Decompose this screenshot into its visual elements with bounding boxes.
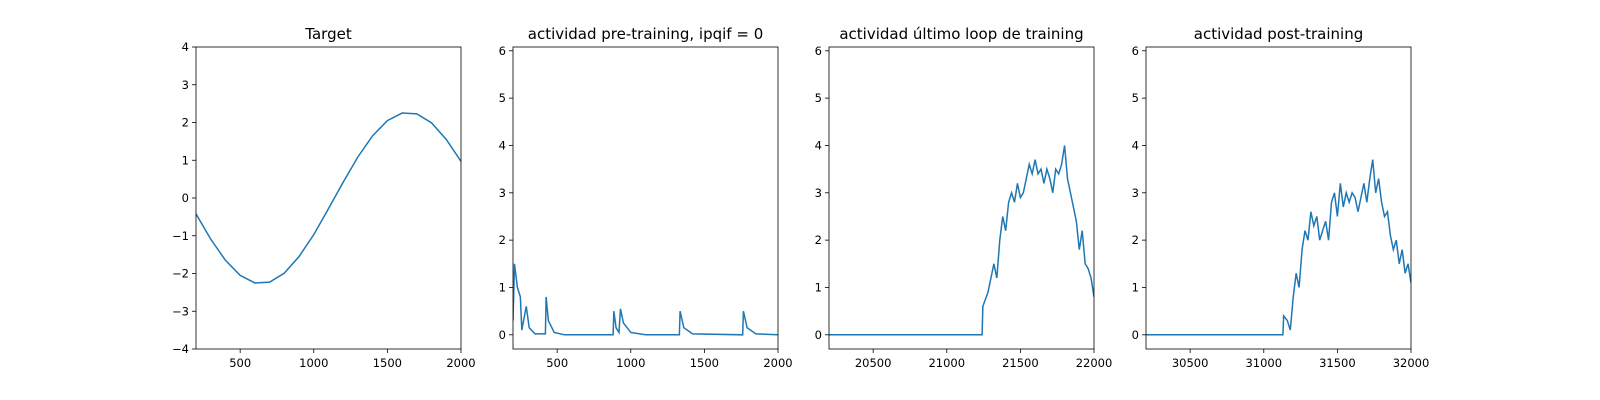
subplot: actividad post-training 0 1 2 3 4 5 6 30500 31000… [1132,25,1430,370]
y-tick-label: 0 [1132,328,1139,342]
y-tick-label: 6 [1132,44,1139,58]
y-tick-label: 1 [1132,280,1139,294]
subplot: Target −4 −3 −2 −1 0 1 2 3 4 500 1000 1500 2000 [172,25,476,370]
y-tick-label: 3 [182,78,189,92]
data-line [829,145,1094,336]
axes-frame [512,46,779,350]
y-tick-label: 1 [815,280,822,294]
x-tick-label: 500 [229,356,251,370]
y-tick-label: 2 [499,233,506,247]
x-tick-label: 32000 [1393,356,1430,370]
data-line [513,263,778,336]
x-tick-label: 31500 [1319,356,1356,370]
x-tick-label: 1500 [690,356,719,370]
subplot: actividad último loop de training 0 1 2 3 4 5 6… [815,25,1113,370]
x-tick-label: 2000 [763,356,792,370]
y-tick-label: −1 [172,229,189,243]
data-line [196,112,461,284]
y-tick-label: 2 [815,233,822,247]
y-tick-label: 3 [815,186,822,200]
x-tick-label: 21500 [1002,356,1039,370]
y-tick-label: −2 [172,267,189,281]
x-tick-label: 30500 [1172,356,1209,370]
x-tick-label: 1500 [373,356,402,370]
y-tick-label: 4 [499,138,506,152]
x-tick-label: 31000 [1245,356,1282,370]
y-tick-label: 4 [815,138,822,152]
axes-frame [195,46,462,350]
y-tick-label: 6 [815,44,822,58]
subplot-title: actividad pre-training, ipqif = 0 [528,25,764,43]
subplot-title: actividad último loop de training [839,25,1083,43]
y-tick-label: 5 [815,91,822,105]
subplot-title: actividad post-training [1194,25,1363,43]
x-tick-label: 22000 [1076,356,1113,370]
y-tick-label: −3 [172,304,189,318]
y-tick-label: 0 [182,191,189,205]
y-tick-label: 2 [182,116,189,130]
y-tick-label: 1 [499,280,506,294]
subplot-title: Target [304,25,352,43]
y-tick-label: 4 [182,40,189,54]
y-tick-label: 4 [1132,138,1139,152]
x-tick-label: 500 [546,356,568,370]
y-tick-label: 6 [499,44,506,58]
data-line [1146,159,1411,336]
x-tick-label: 21000 [928,356,965,370]
x-tick-label: 1000 [299,356,328,370]
y-tick-label: 3 [1132,186,1139,200]
y-tick-label: 5 [499,91,506,105]
y-tick-label: 5 [1132,91,1139,105]
y-tick-label: 3 [499,186,506,200]
y-tick-label: 2 [1132,233,1139,247]
y-tick-label: 0 [499,328,506,342]
axes-frame [828,46,1095,350]
subplot: actividad pre-training, ipqif = 0 0 1 2 3 4 5 6… [499,25,793,370]
axes-frame [1145,46,1412,350]
y-tick-label: 0 [815,328,822,342]
x-tick-label: 1000 [616,356,645,370]
x-tick-label: 20500 [855,356,892,370]
y-tick-label: −4 [172,342,189,356]
y-tick-label: 1 [182,153,189,167]
x-tick-label: 2000 [446,356,475,370]
